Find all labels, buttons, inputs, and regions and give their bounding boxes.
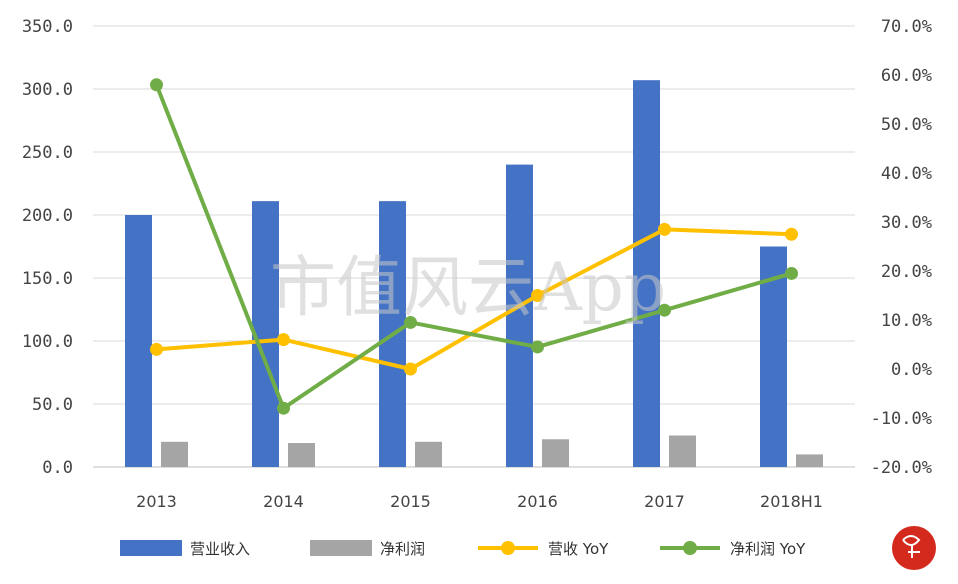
- right-tick-label: 10.0%: [881, 311, 932, 331]
- bar-net-profit: [415, 441, 442, 467]
- legend-label: 净利润 YoY: [730, 540, 806, 558]
- category-label: 2018H1: [760, 492, 823, 511]
- bar-revenue: [633, 80, 660, 468]
- right-tick-label: 50.0%: [881, 115, 932, 135]
- category-label: 2014: [263, 492, 304, 511]
- category-label: 2013: [136, 492, 177, 511]
- logo-badge: [892, 526, 936, 570]
- gridlines: [93, 25, 855, 468]
- right-tick-label: -20.0%: [871, 458, 932, 478]
- profit-yoy-point: [150, 78, 163, 92]
- category-label: 2017: [644, 492, 685, 511]
- right-tick-label: 0.0%: [891, 360, 932, 380]
- legend-label: 营收 YoY: [548, 540, 609, 558]
- revenue-yoy-point: [785, 227, 798, 241]
- bar-net-profit: [669, 435, 696, 467]
- right-tick-label: 70.0%: [881, 17, 932, 37]
- right-tick-label: 30.0%: [881, 213, 932, 233]
- profit-yoy-point: [404, 315, 417, 329]
- left-tick-label: 100.0: [22, 332, 73, 352]
- legend: 营业收入 净利润 营收 YoY 净利润 YoY: [120, 540, 806, 558]
- bar-net-profit: [288, 443, 315, 467]
- profit-yoy-point: [277, 401, 290, 415]
- left-tick-label: 250.0: [22, 143, 73, 163]
- right-tick-label: 40.0%: [881, 164, 932, 184]
- legend-label: 营业收入: [190, 540, 250, 558]
- right-tick-label: 20.0%: [881, 262, 932, 282]
- profit-yoy-line: [154, 84, 793, 411]
- legend-label: 净利润: [380, 540, 425, 558]
- profit-yoy-point: [531, 340, 544, 354]
- bar-revenue: [125, 215, 152, 467]
- bar-net-profit: [542, 439, 569, 467]
- left-tick-label: 300.0: [22, 80, 73, 100]
- bar-net-profit: [161, 441, 188, 467]
- left-tick-label: 350.0: [22, 17, 73, 37]
- revenue-yoy-point: [531, 289, 544, 302]
- category-labels: 2013 2014 2015 2016 2017 2018H1: [136, 492, 823, 511]
- legend-swatch: [310, 540, 372, 556]
- right-tick-label: -10.0%: [871, 409, 932, 429]
- logo-badge-glyph: [902, 535, 921, 558]
- left-tick-label: 150.0: [22, 269, 73, 289]
- right-axis-ticks: -20.0% -10.0% 0.0% 10.0% 20.0% 30.0% 40.0% 50.0…: [871, 17, 932, 478]
- legend-swatch-marker: [501, 541, 515, 555]
- bar-series: [125, 80, 823, 468]
- revenue-yoy-line: [156, 227, 792, 371]
- left-tick-label: 200.0: [22, 206, 73, 226]
- revenue-yoy-point: [658, 222, 671, 236]
- legend-swatch: [120, 540, 182, 556]
- left-tick-label: 50.0: [32, 395, 73, 415]
- revenue-yoy-point: [404, 362, 417, 376]
- left-tick-label: 0.0: [42, 458, 73, 478]
- watermark: 市值风云App: [270, 249, 666, 326]
- line-series: [150, 78, 798, 415]
- revenue-yoy-point: [277, 333, 290, 347]
- legend-swatch-marker: [683, 541, 697, 555]
- right-tick-label: 60.0%: [881, 66, 932, 86]
- bar-revenue: [506, 164, 533, 467]
- category-label: 2015: [390, 492, 431, 511]
- revenue-yoy-point: [150, 342, 163, 356]
- bar-net-profit: [796, 454, 823, 467]
- profit-yoy-point: [785, 266, 798, 280]
- logo-badge-circle: [892, 526, 936, 570]
- category-label: 2016: [517, 492, 558, 511]
- profit-yoy-point: [658, 303, 671, 317]
- left-axis-ticks: 0.0 50.0 100.0 150.0 200.0 250.0 300.0 350.0: [22, 17, 73, 478]
